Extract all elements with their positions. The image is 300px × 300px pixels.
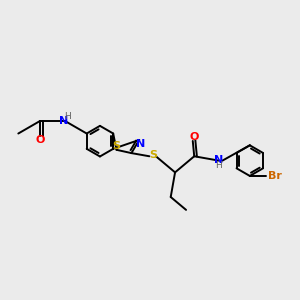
- Text: S: S: [112, 141, 121, 151]
- Text: N: N: [58, 116, 68, 126]
- Text: N: N: [136, 139, 145, 149]
- Text: N: N: [214, 155, 224, 165]
- Text: S: S: [149, 150, 157, 160]
- Text: O: O: [190, 131, 199, 142]
- Text: O: O: [35, 135, 45, 145]
- Text: H: H: [64, 112, 71, 121]
- Text: Br: Br: [268, 171, 282, 181]
- Text: H: H: [215, 161, 222, 170]
